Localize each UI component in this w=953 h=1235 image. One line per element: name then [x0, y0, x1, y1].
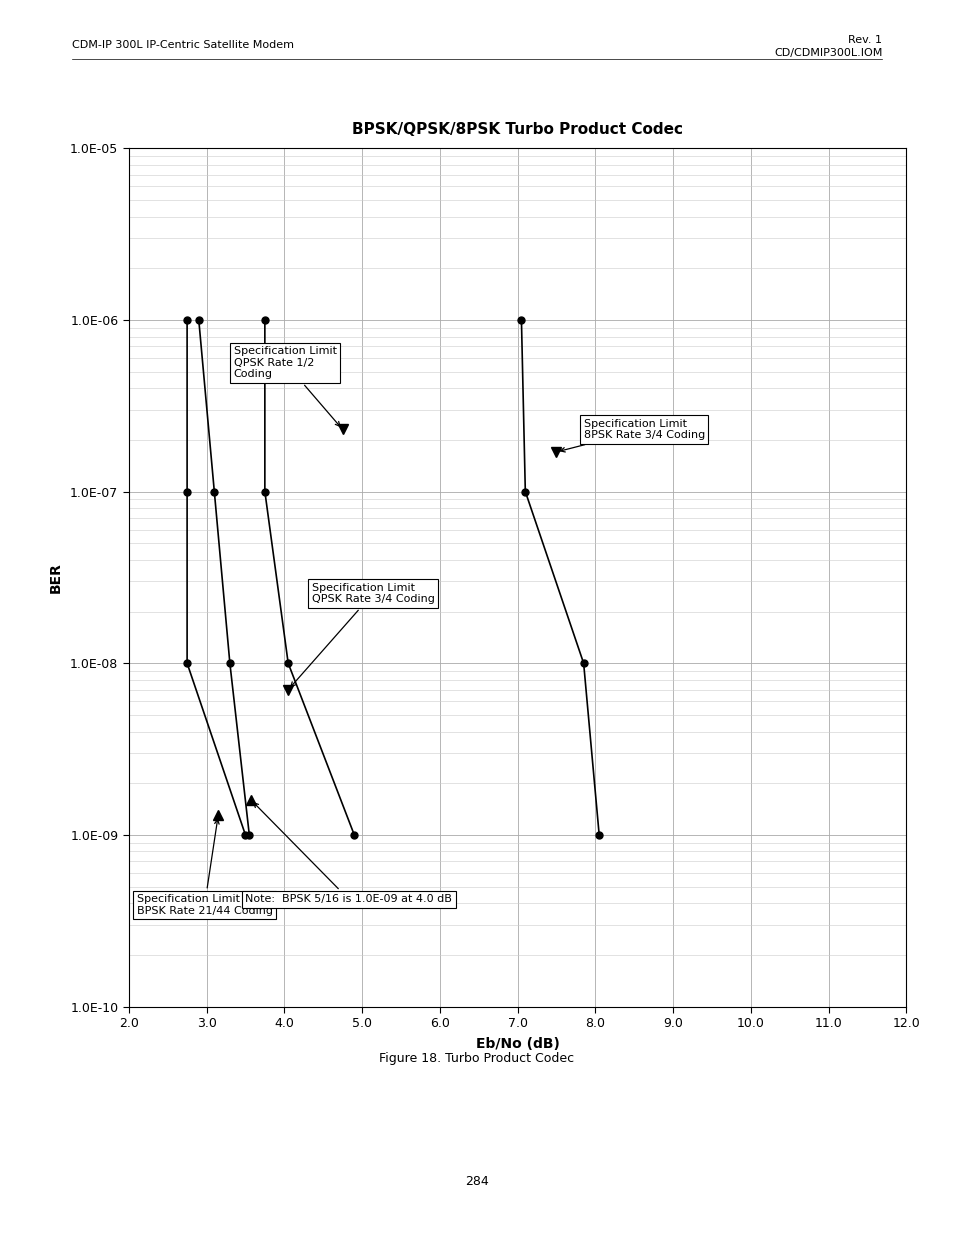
Text: Specification Limit
QPSK Rate 1/2
Coding: Specification Limit QPSK Rate 1/2 Coding [233, 346, 339, 426]
Text: Specification Limit
QPSK Rate 3/4 Coding: Specification Limit QPSK Rate 3/4 Coding [291, 583, 434, 687]
Text: Rev. 1: Rev. 1 [847, 35, 882, 44]
Text: Note:  BPSK 5/16 is 1.0E-09 at 4.0 dB: Note: BPSK 5/16 is 1.0E-09 at 4.0 dB [245, 803, 452, 904]
X-axis label: Eb/No (dB): Eb/No (dB) [476, 1037, 558, 1051]
Text: Specification Limit
8PSK Rate 3/4 Coding: Specification Limit 8PSK Rate 3/4 Coding [559, 419, 704, 452]
Text: CD/CDMIP300L.IOM: CD/CDMIP300L.IOM [773, 48, 882, 58]
Title: BPSK/QPSK/8PSK Turbo Product Codec: BPSK/QPSK/8PSK Turbo Product Codec [352, 122, 682, 137]
Text: 284: 284 [465, 1174, 488, 1188]
Text: Figure 18. Turbo Product Codec: Figure 18. Turbo Product Codec [379, 1052, 574, 1066]
Text: CDM-IP 300L IP-Centric Satellite Modem: CDM-IP 300L IP-Centric Satellite Modem [71, 40, 294, 49]
Y-axis label: BER: BER [50, 562, 63, 593]
Text: Specification Limit
BPSK Rate 21/44 Coding: Specification Limit BPSK Rate 21/44 Codi… [136, 820, 273, 916]
